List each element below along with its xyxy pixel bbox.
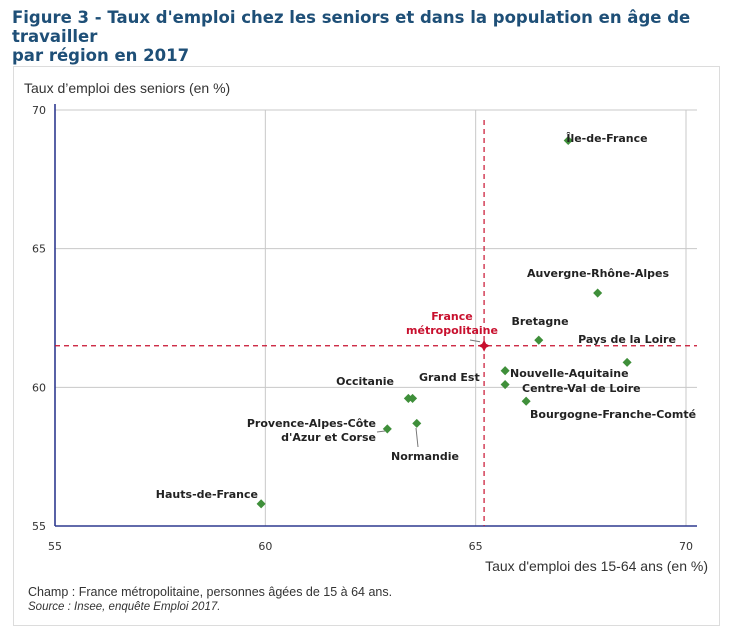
title-line-2: par région en 2017 <box>12 46 190 65</box>
title-line-1: Figure 3 - Taux d'emploi chez les senior… <box>12 8 691 46</box>
data-label-normandie: Normandie <box>391 450 459 463</box>
data-label-provence-alpes-cote-d-azur-et-corse: Provence-Alpes-Côte d'Azur et Corse <box>247 417 376 444</box>
data-point-auvergne-rhone-alpes <box>593 288 603 298</box>
x-tick-label: 70 <box>679 540 693 553</box>
data-label-auvergne-rhone-alpes: Auvergne-Rhône-Alpes <box>527 267 669 280</box>
data-point-bourgogne-franche-comte <box>521 396 531 406</box>
x-axis-label: Taux d'emploi des 15-64 ans (en %) <box>485 558 708 574</box>
x-tick-label: 60 <box>258 540 272 553</box>
y-tick-label: 60 <box>32 381 46 394</box>
data-label-ile-de-france: Île-de-France <box>566 132 647 145</box>
reference-leader-line <box>469 339 481 343</box>
figure-title: Figure 3 - Taux d'emploi chez les senior… <box>12 8 722 65</box>
data-label-occitanie: Occitanie <box>336 375 394 388</box>
x-tick-label: 65 <box>469 540 483 553</box>
data-point-nouvelle-aquitaine <box>500 366 510 376</box>
data-label-pays-de-la-loire: Pays de la Loire <box>578 333 676 346</box>
data-label-nouvelle-aquitaine: Nouvelle-Aquitaine <box>510 367 629 380</box>
chart-note: Champ : France métropolitaine, personnes… <box>28 585 393 599</box>
data-label-grand-est: Grand Est <box>419 371 480 384</box>
y-tick-label: 55 <box>32 520 46 533</box>
y-tick-label: 70 <box>32 104 46 117</box>
leader-line-normandie <box>415 427 419 448</box>
reference-label: France métropolitaine <box>406 310 498 337</box>
data-label-bretagne: Bretagne <box>511 315 568 328</box>
data-point-pays-de-la-loire <box>622 357 632 367</box>
data-point-normandie <box>412 418 422 428</box>
reference-point <box>478 339 491 352</box>
data-label-hauts-de-france: Hauts-de-France <box>156 488 258 501</box>
data-label-bourgogne-franche-comte: Bourgogne-Franche-Comté <box>530 408 696 421</box>
x-tick-label: 55 <box>48 540 62 553</box>
y-tick-label: 65 <box>32 243 46 256</box>
leader-line-provence-alpes-cote-d-azur-et-corse <box>376 430 386 433</box>
data-label-centre-val-de-loire: Centre-Val de Loire <box>522 382 641 395</box>
data-point-provence-alpes-cote-d-azur-et-corse <box>382 424 392 434</box>
data-point-bretagne <box>534 335 544 345</box>
chart-source: Source : Insee, enquête Emploi 2017. <box>28 601 221 613</box>
y-axis-label: Taux d’emploi des seniors (en %) <box>24 80 231 96</box>
